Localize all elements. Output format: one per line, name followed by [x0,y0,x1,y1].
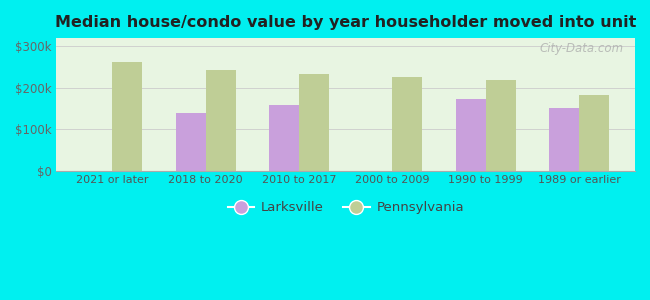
Text: City-Data.com: City-Data.com [540,42,623,55]
Bar [393,76,422,171]
Bar [456,99,486,171]
Bar [486,80,515,171]
Bar [579,95,609,171]
Bar [269,105,299,171]
Bar [299,74,329,171]
Legend: Larksville, Pennsylvania: Larksville, Pennsylvania [222,196,469,220]
Bar [206,70,236,171]
Bar [549,108,579,171]
Bar [176,113,206,171]
Bar [112,62,142,171]
Title: Median house/condo value by year householder moved into unit: Median house/condo value by year househo… [55,15,636,30]
